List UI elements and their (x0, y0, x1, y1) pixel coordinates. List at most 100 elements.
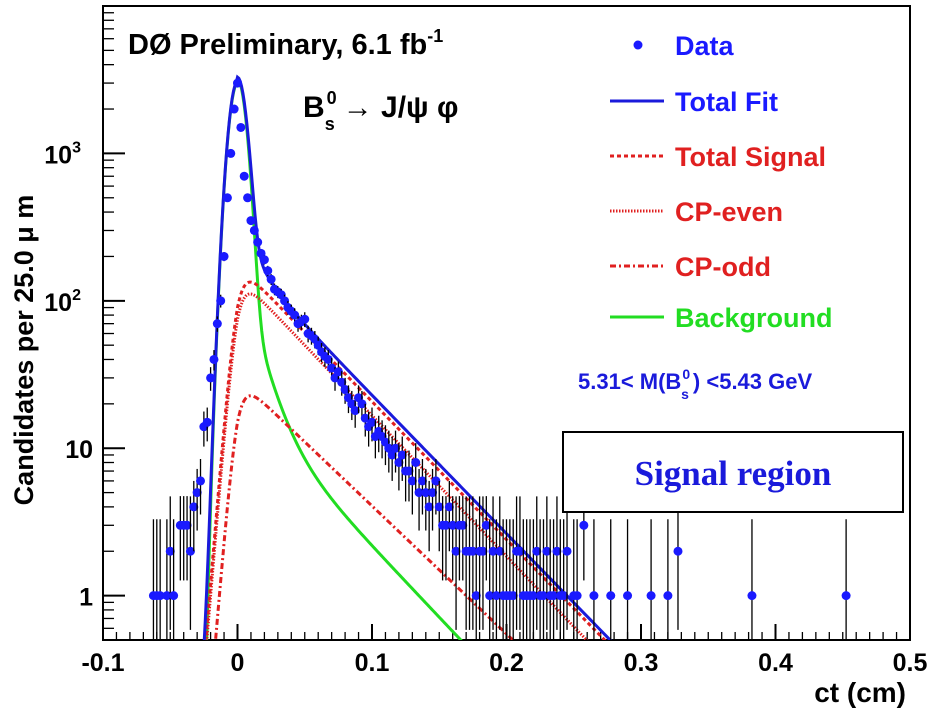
cp-odd-curve (214, 394, 516, 640)
data-marker (209, 354, 219, 364)
data-point (219, 251, 229, 262)
data-marker (182, 520, 192, 530)
data-marker (357, 399, 367, 409)
legend-totalfit-label: Total Fit (675, 87, 778, 117)
x-tick-label: 0.1 (355, 649, 390, 677)
chart-title-main: DØ Preliminary, 6.1 fb (128, 29, 427, 61)
data-marker (572, 591, 582, 601)
x-tick-label: 0.2 (489, 649, 524, 677)
data-point (384, 430, 394, 473)
mass-window-label: 5.31< M(B0 s) <5.43 GeV (578, 366, 812, 402)
data-marker (206, 373, 216, 383)
data-marker (384, 443, 394, 453)
data-point (169, 519, 179, 640)
data-marker (192, 488, 202, 498)
data-marker (606, 591, 616, 601)
data-marker (841, 591, 851, 601)
data-point (441, 496, 451, 581)
data-marker (263, 266, 273, 276)
data-marker (481, 520, 491, 530)
data-marker (478, 546, 488, 556)
data-point (417, 459, 427, 515)
data-point (451, 496, 461, 630)
data-marker (169, 591, 179, 601)
data-marker (434, 502, 444, 512)
data-point (495, 496, 505, 630)
data-marker (360, 413, 370, 423)
data-marker (212, 319, 222, 329)
data-point (528, 519, 538, 640)
data-marker (562, 546, 572, 556)
data-marker (441, 520, 451, 530)
data-point (606, 519, 616, 640)
data-marker (411, 458, 421, 468)
data-point (226, 148, 236, 158)
mass-window-prefix: 5.31< M(B (578, 369, 681, 394)
data-point (623, 519, 633, 640)
data-marker (397, 450, 407, 460)
data-point (350, 397, 360, 428)
data-point (411, 443, 421, 491)
y-axis-label: Candidates per 25.0 μ m (9, 195, 39, 506)
data-point (202, 407, 212, 442)
data-point (391, 430, 401, 473)
data-marker (226, 148, 236, 158)
data-point (488, 496, 498, 630)
data-point (196, 459, 206, 515)
data-marker (266, 274, 276, 284)
data-point (233, 78, 242, 88)
data-point (246, 216, 256, 226)
data-point (562, 496, 572, 630)
data-point (485, 519, 495, 640)
data-layer (148, 78, 851, 640)
data-point (347, 390, 357, 421)
data-marker (347, 399, 357, 409)
chart-title: DØ Preliminary, 6.1 fb-1 (128, 26, 443, 61)
legend-background-label: Background (675, 303, 833, 333)
data-marker (290, 310, 300, 320)
x-tick-label: 0.4 (758, 649, 793, 677)
x-tick-label: -0.1 (81, 649, 124, 677)
data-marker (387, 450, 397, 460)
data-point (206, 367, 216, 391)
process-rest: → J/ψ φ (343, 91, 459, 124)
x-tick-label: 0.3 (624, 649, 659, 677)
data-point (407, 459, 417, 515)
data-point (212, 316, 222, 332)
data-point (236, 122, 246, 132)
data-point (468, 496, 478, 630)
data-point (646, 519, 656, 640)
data-marker (495, 546, 505, 556)
data-marker (424, 502, 434, 512)
process-label: B 0 s → J/ψ φ (303, 88, 458, 134)
data-point (216, 294, 226, 308)
legend-cpodd-label: CP-odd (675, 252, 771, 282)
y-tick-label: 103 (44, 139, 81, 169)
data-point (290, 308, 300, 323)
data-point (491, 519, 501, 640)
data-point (508, 519, 518, 640)
data-point (478, 496, 488, 630)
legend: Data Total Fit Total Signal CP-even CP-o… (610, 31, 833, 333)
data-marker (189, 502, 199, 512)
data-point (182, 496, 192, 581)
data-point (243, 193, 253, 203)
data-marker (417, 476, 427, 486)
data-marker (414, 488, 424, 498)
data-marker (538, 591, 548, 601)
data-point (404, 450, 414, 502)
data-marker (528, 591, 538, 601)
signal-region-label: Signal region (635, 454, 832, 493)
data-marker (542, 546, 552, 556)
data-marker (337, 377, 347, 387)
data-marker (367, 417, 377, 427)
data-point (841, 519, 851, 640)
data-point (532, 496, 542, 630)
data-marker (219, 251, 229, 261)
data-marker (458, 520, 468, 530)
mass-window-sub: s (681, 386, 689, 402)
legend-data-marker (633, 40, 643, 50)
data-point (434, 480, 444, 552)
data-point (155, 519, 165, 640)
x-tick-label: 0.5 (893, 649, 928, 677)
